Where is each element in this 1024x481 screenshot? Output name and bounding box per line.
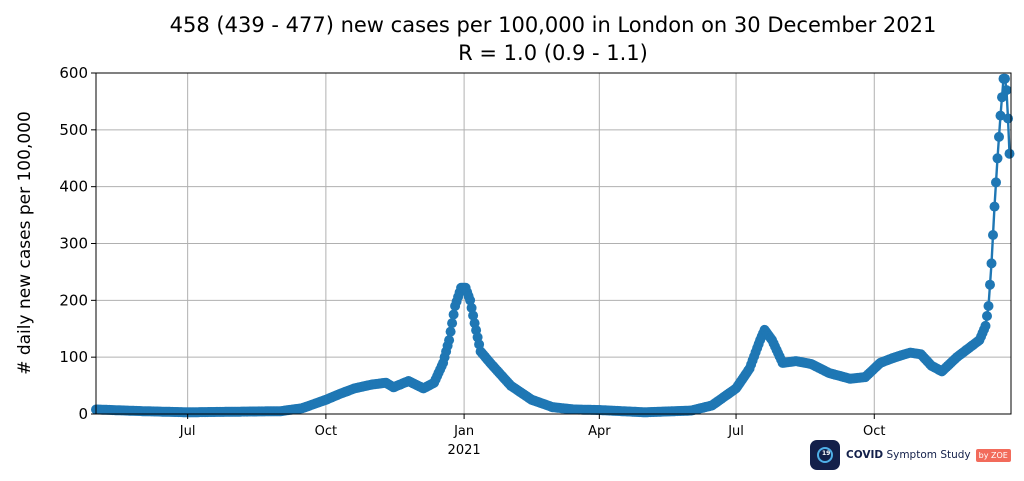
data-point <box>988 230 998 240</box>
logo-text: COVID Symptom Study <box>846 449 971 461</box>
zoe-logo-icon: 19 <box>810 440 840 470</box>
series-line <box>96 77 1011 414</box>
data-point <box>1001 85 1012 96</box>
data-point <box>983 301 994 311</box>
data-point <box>989 201 1000 212</box>
y-tick-label: 500 <box>59 121 88 139</box>
data-point <box>1000 73 1010 84</box>
x-tick-label: Jan <box>453 424 474 439</box>
data-point <box>980 320 991 331</box>
logo-by-zoe: by ZOE <box>975 448 1011 462</box>
data-point <box>468 310 479 321</box>
data-point <box>466 302 477 313</box>
x-tick-label: Jul <box>727 424 744 439</box>
series-layer <box>91 73 1015 418</box>
data-point <box>992 153 1003 164</box>
data-point <box>447 318 458 329</box>
y-tick-label: 0 <box>78 405 88 423</box>
x-tick-label: Apr <box>588 424 611 439</box>
covid-symptom-study-logo: 19 COVID Symptom Study by ZOE <box>810 440 1011 470</box>
x-tick-label: Jul <box>179 424 196 439</box>
x-tick-label: Oct <box>315 424 337 439</box>
chart-title: 458 (439 - 477) new cases per 100,000 in… <box>170 13 937 37</box>
y-tick-label: 200 <box>59 291 88 309</box>
data-point <box>991 177 1001 188</box>
data-point <box>465 295 476 306</box>
tick-layer: 0 100 200 300 400 500 600 Jul Oct Jan 2021 Apr Jul Oc… <box>59 64 885 458</box>
data-point <box>994 131 1004 142</box>
x-tick-label: Oct <box>863 424 885 439</box>
grid-layer <box>96 72 1011 415</box>
data-point <box>986 258 997 269</box>
chart-subtitle: R = 1.0 (0.9 - 1.1) <box>458 41 648 65</box>
data-point <box>445 326 456 337</box>
data-point <box>995 110 1006 121</box>
y-tick-label: 100 <box>59 348 88 366</box>
y-axis-label: # daily new cases per 100,000 <box>15 111 35 375</box>
x-tick-sublabel: 2021 <box>448 443 481 458</box>
y-tick-label: 600 <box>59 64 88 82</box>
data-point <box>982 311 992 321</box>
data-point <box>1004 148 1015 159</box>
data-point <box>444 335 455 346</box>
data-point <box>997 92 1007 103</box>
y-tick-label: 300 <box>59 235 88 253</box>
data-point <box>985 279 995 290</box>
y-tick-label: 400 <box>59 178 88 196</box>
data-point <box>448 309 459 320</box>
